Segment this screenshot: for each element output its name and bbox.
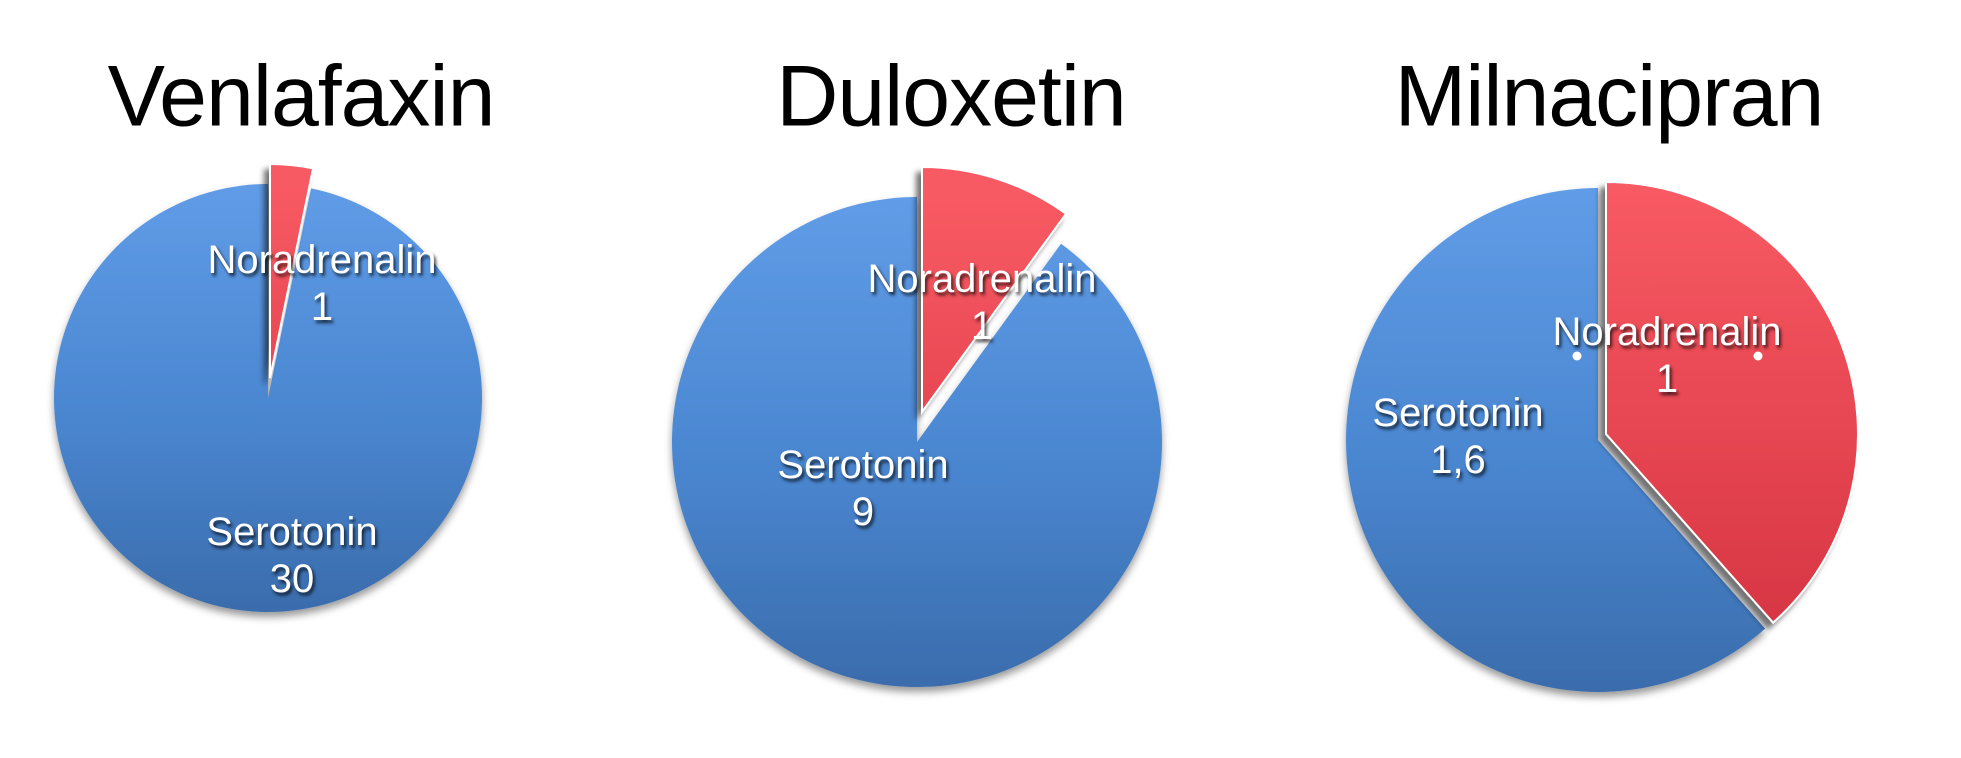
slice-label-name: Noradrenalin: [207, 238, 437, 282]
slice-label-name: Serotonin: [777, 443, 949, 487]
pie-slice-noradrenalin: [269, 162, 315, 379]
slice-label-value: 30: [269, 557, 315, 601]
slice-label-value: 1,6: [1430, 438, 1486, 482]
pie-slice-noradrenalin: [921, 165, 1068, 416]
slice-label-venlafaxin-serotonin: Serotonin 30: [206, 509, 377, 603]
pie-slice-serotonin: [672, 197, 1163, 687]
slice-label-name: Serotonin: [1372, 391, 1544, 435]
chart-title-venlafaxin: Venlafaxin: [107, 48, 496, 145]
slice-label-name: Noradrenalin: [867, 257, 1097, 301]
slice-label-venlafaxin-noradrenalin: Noradrenalin 1: [207, 237, 436, 331]
slice-label-value: 1: [310, 285, 334, 329]
slice-label-milnacipran-serotonin: Serotonin 1,6: [1372, 390, 1543, 484]
slice-label-duloxetin-serotonin: Serotonin 9: [777, 442, 948, 536]
slice-label-name: Serotonin: [206, 510, 378, 554]
slice-label-duloxetin-noradrenalin: Noradrenalin 1: [867, 256, 1096, 350]
pie-slice-serotonin: [54, 184, 483, 612]
chart-title-duloxetin: Duloxetin: [776, 48, 1127, 145]
label-anchor-dot: [1572, 351, 1582, 361]
slice-label-value: 9: [851, 490, 875, 534]
label-anchor-dot: [1753, 351, 1763, 361]
slice-label-value: 1: [1655, 357, 1679, 401]
slice-label-value: 1: [970, 304, 994, 348]
slice-label-name: Noradrenalin: [1552, 310, 1782, 354]
pie-slice-serotonin: [1345, 188, 1766, 692]
pie-slice-noradrenalin: [1605, 180, 1859, 625]
chart-title-milnacipran: Milnacipran: [1394, 48, 1825, 145]
slice-label-milnacipran-noradrenalin: Noradrenalin 1: [1552, 309, 1781, 403]
